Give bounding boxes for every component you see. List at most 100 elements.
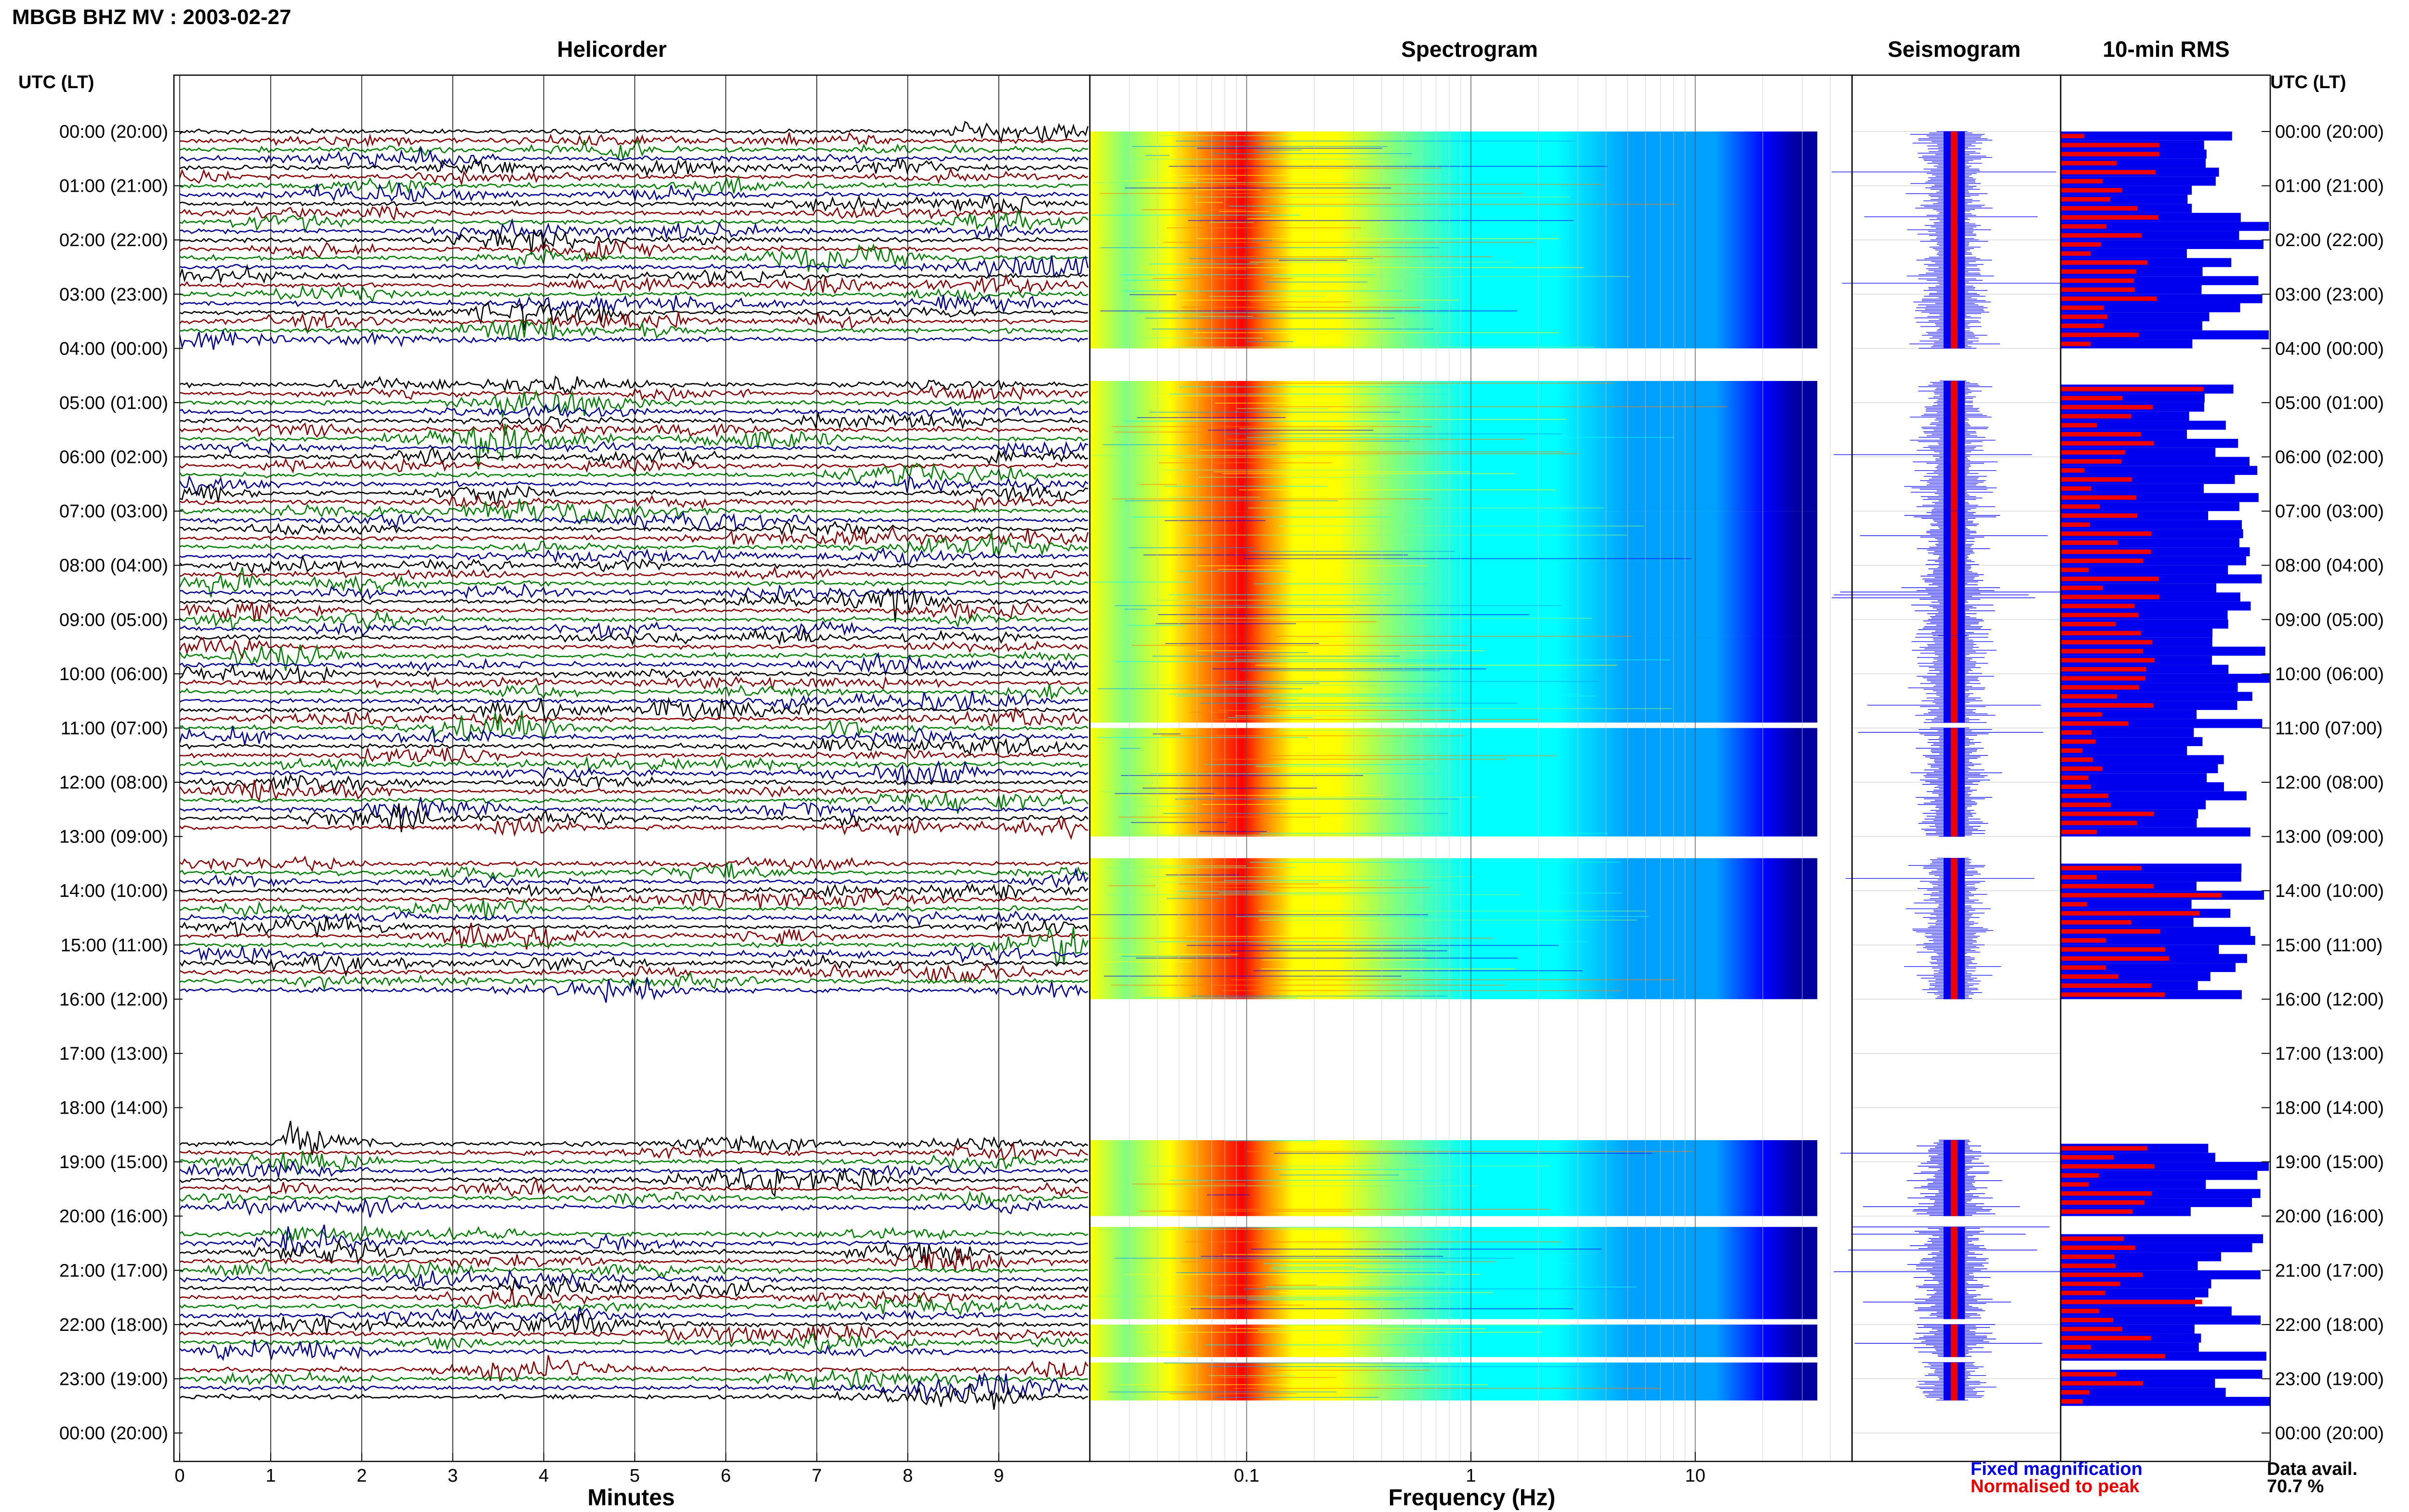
- helicorder-trace: [179, 774, 1088, 795]
- rms-fixed-bar: [2061, 1342, 2199, 1352]
- rms-normalised-bar: [2061, 531, 2152, 536]
- helicorder-trace: [179, 675, 1088, 692]
- spectrogram-texture-line: [1112, 426, 1432, 427]
- spectrogram-texture-line: [1254, 583, 1429, 585]
- spectrogram-texture-line: [1225, 1140, 1317, 1142]
- helicorder-trace: [179, 862, 1088, 882]
- spectrogram-texture-line: [1196, 565, 1429, 566]
- helicorder-trace: [179, 195, 1088, 215]
- spectrogram-texture-line: [1166, 1306, 1374, 1308]
- rms-normalised-bar: [2061, 911, 2200, 916]
- spectrogram-texture-line: [1169, 594, 1390, 595]
- helicorder-trace: [179, 263, 1088, 286]
- rms-normalised-bar: [2061, 613, 2139, 618]
- spectrogram-texture-line: [1098, 688, 1303, 689]
- spectrogram-texture-line: [1161, 735, 1465, 736]
- spectrogram-texture-line: [1266, 1287, 1637, 1288]
- left-time-tick-label: 05:00 (01:00): [59, 393, 168, 413]
- helicorder-trace: [179, 971, 1088, 992]
- helicorder-trace: [179, 209, 1088, 233]
- spectrogram-x-tick-label: 1: [1466, 1466, 1476, 1486]
- helicorder-trace: [179, 855, 1088, 873]
- helicorder-trace: [179, 423, 1088, 470]
- spectrogram-texture-line: [1138, 312, 1448, 314]
- rms-fixed-bar: [2061, 131, 2232, 141]
- helicorder-trace: [179, 218, 1088, 240]
- spectrogram-texture-line: [1219, 211, 1270, 212]
- helicorder-trace: [179, 375, 1088, 394]
- spectrogram-texture-line: [1127, 158, 1416, 160]
- spectrogram-texture-line: [1220, 621, 1377, 623]
- rms-normalised-bar: [2061, 558, 2144, 563]
- spectrogram-texture-line: [1150, 773, 1440, 775]
- helicorder-panel: [179, 75, 1089, 1461]
- rms-normalised-bar: [2061, 1173, 2099, 1178]
- spectrogram-texture-line: [1272, 1169, 1423, 1170]
- rms-normalised-bar: [2061, 486, 2091, 491]
- helicorder-x-tick-label: 4: [539, 1466, 549, 1486]
- spectrogram-texture-line: [1267, 1369, 1431, 1371]
- helicorder-trace: [179, 779, 1088, 802]
- spectrogram-texture-line: [1152, 277, 1293, 279]
- rms-normalised-bar: [2061, 875, 2097, 880]
- spectrogram-texture-line: [1229, 205, 1455, 207]
- helicorder-trace: [179, 174, 1088, 196]
- rms-fixed-bar: [2061, 872, 2241, 882]
- helicorder-title: Helicorder: [557, 37, 667, 62]
- rms-normalised-bar: [2061, 657, 2155, 663]
- rms-normalised-bar: [2061, 649, 2144, 654]
- right-time-tick-label: 20:00 (16:00): [2275, 1207, 2384, 1227]
- helicorder-trace: [179, 620, 1088, 639]
- spectrogram-texture-line: [1257, 755, 1557, 756]
- left-time-tick-label: 17:00 (13:00): [59, 1044, 168, 1064]
- rms-normalised-bar: [2061, 811, 2154, 816]
- helicorder-trace: [179, 1371, 1088, 1402]
- spectrogram-texture-line: [1131, 644, 1468, 646]
- rms-fixed-bar: [2061, 249, 2187, 258]
- rms-normalised-bar: [2061, 441, 2154, 446]
- rms-normalised-bar: [2061, 974, 2119, 979]
- rms-normalised-bar: [2061, 504, 2100, 509]
- rms-normalised-bar: [2061, 459, 2122, 464]
- rms-fixed-bar: [2061, 1170, 2258, 1180]
- rms-normalised-bar: [2061, 929, 2160, 934]
- spectrogram-texture-line: [1100, 310, 1518, 312]
- spectrogram-texture-line: [1217, 569, 1305, 570]
- rms-normalised-bar: [2061, 305, 2104, 310]
- spectrogram-texture-line: [1091, 455, 1426, 456]
- helicorder-trace: [179, 521, 1088, 537]
- spectrogram-texture-line: [1269, 453, 1579, 454]
- spectrogram-texture-line: [1118, 816, 1321, 818]
- helicorder-trace: [179, 229, 1088, 255]
- helicorder-trace: [179, 707, 1088, 727]
- spectrogram-title: Spectrogram: [1401, 37, 1538, 62]
- right-time-tick-label: 10:00 (06:00): [2275, 664, 2384, 684]
- spectrogram-texture-line: [1122, 789, 1158, 791]
- spectrogram-texture-line: [1184, 1227, 1515, 1228]
- spectrogram-texture-line: [1092, 581, 1193, 583]
- rms-fixed-bar: [2061, 1396, 2270, 1406]
- rms-normalised-bar: [2061, 1390, 2090, 1395]
- spectrogram-texture-line: [1235, 715, 1412, 717]
- rms-normalised-bar: [2061, 152, 2160, 157]
- rms-normalised-bar: [2061, 1372, 2117, 1377]
- left-time-tick-label: 12:00 (08:00): [59, 773, 168, 793]
- spectrogram-texture-line: [1205, 764, 1428, 765]
- figure-title: MBGB BHZ MV : 2003-02-27: [12, 5, 291, 29]
- rms-normalised-bar: [2061, 233, 2142, 238]
- rms-normalised-bar: [2061, 577, 2159, 581]
- rms-fixed-bar: [2061, 339, 2193, 349]
- spectrogram-texture-line: [1218, 681, 1599, 682]
- spectrogram-texture-line: [1261, 968, 1516, 970]
- helicorder-trace: [179, 1367, 1088, 1392]
- helicorder-trace: [179, 484, 1088, 505]
- spectrogram-texture-line: [1209, 222, 1254, 223]
- spectrogram-texture-line: [1093, 182, 1432, 184]
- spectrogram-texture-line: [1276, 406, 1727, 408]
- spectrogram-texture-line: [1195, 650, 1483, 652]
- spectrogram-texture-line: [1091, 214, 1300, 216]
- seismogram-normalised-trace: [1951, 131, 1958, 349]
- spectrogram-texture-line: [1279, 260, 1347, 261]
- spectrogram-texture-line: [1148, 1352, 1193, 1353]
- spectrogram-texture-line: [1132, 1183, 1245, 1185]
